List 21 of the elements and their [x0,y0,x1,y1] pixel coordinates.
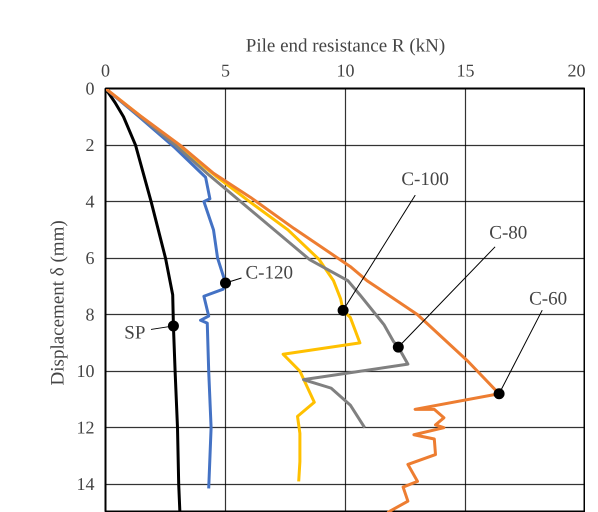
annotation: C-80 [489,222,528,244]
x-tick-label: 5 [221,60,230,80]
annotation: C-120 [246,262,293,284]
y-tick-label: 8 [86,304,94,325]
point [168,320,179,332]
y-tick-label: 0 [86,78,94,98]
x-tick-label: 20 [568,60,586,80]
x-tick-label: 15 [456,60,474,80]
x-axis-title: Pile end resistance R (kN) [246,36,446,56]
annotation: C-60 [529,288,568,310]
x-tick-label: 10 [336,60,354,80]
y-tick-label: 4 [86,192,94,212]
y-axis-title: Displacement δ (mm) [48,220,68,386]
y-tick-label: 10 [76,361,94,382]
annotation: SP [124,322,146,344]
x-tick-label: 0 [101,60,110,80]
y-tick-label: 14 [76,474,94,494]
annotation: C-100 [401,168,449,190]
y-tick-label: 6 [86,248,94,268]
y-tick-label: 2 [86,135,94,156]
y-tick-label: 12 [76,418,94,438]
